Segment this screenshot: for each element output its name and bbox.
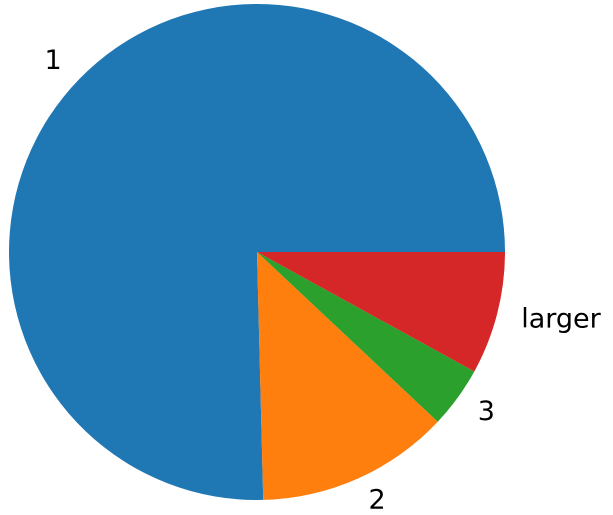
pie-label-2: 2 bbox=[368, 484, 385, 515]
pie-label-larger: larger bbox=[521, 303, 601, 334]
pie-labels: 1 2 3 larger bbox=[45, 45, 602, 515]
pie-slice-larger bbox=[257, 252, 505, 372]
pie-slice-2 bbox=[257, 252, 438, 500]
pie-label-3: 3 bbox=[478, 396, 495, 427]
pie-slice-1 bbox=[8, 3, 506, 500]
pie-slices bbox=[8, 3, 506, 500]
pie-label-1: 1 bbox=[45, 45, 62, 76]
pie-slice-3 bbox=[257, 252, 475, 422]
